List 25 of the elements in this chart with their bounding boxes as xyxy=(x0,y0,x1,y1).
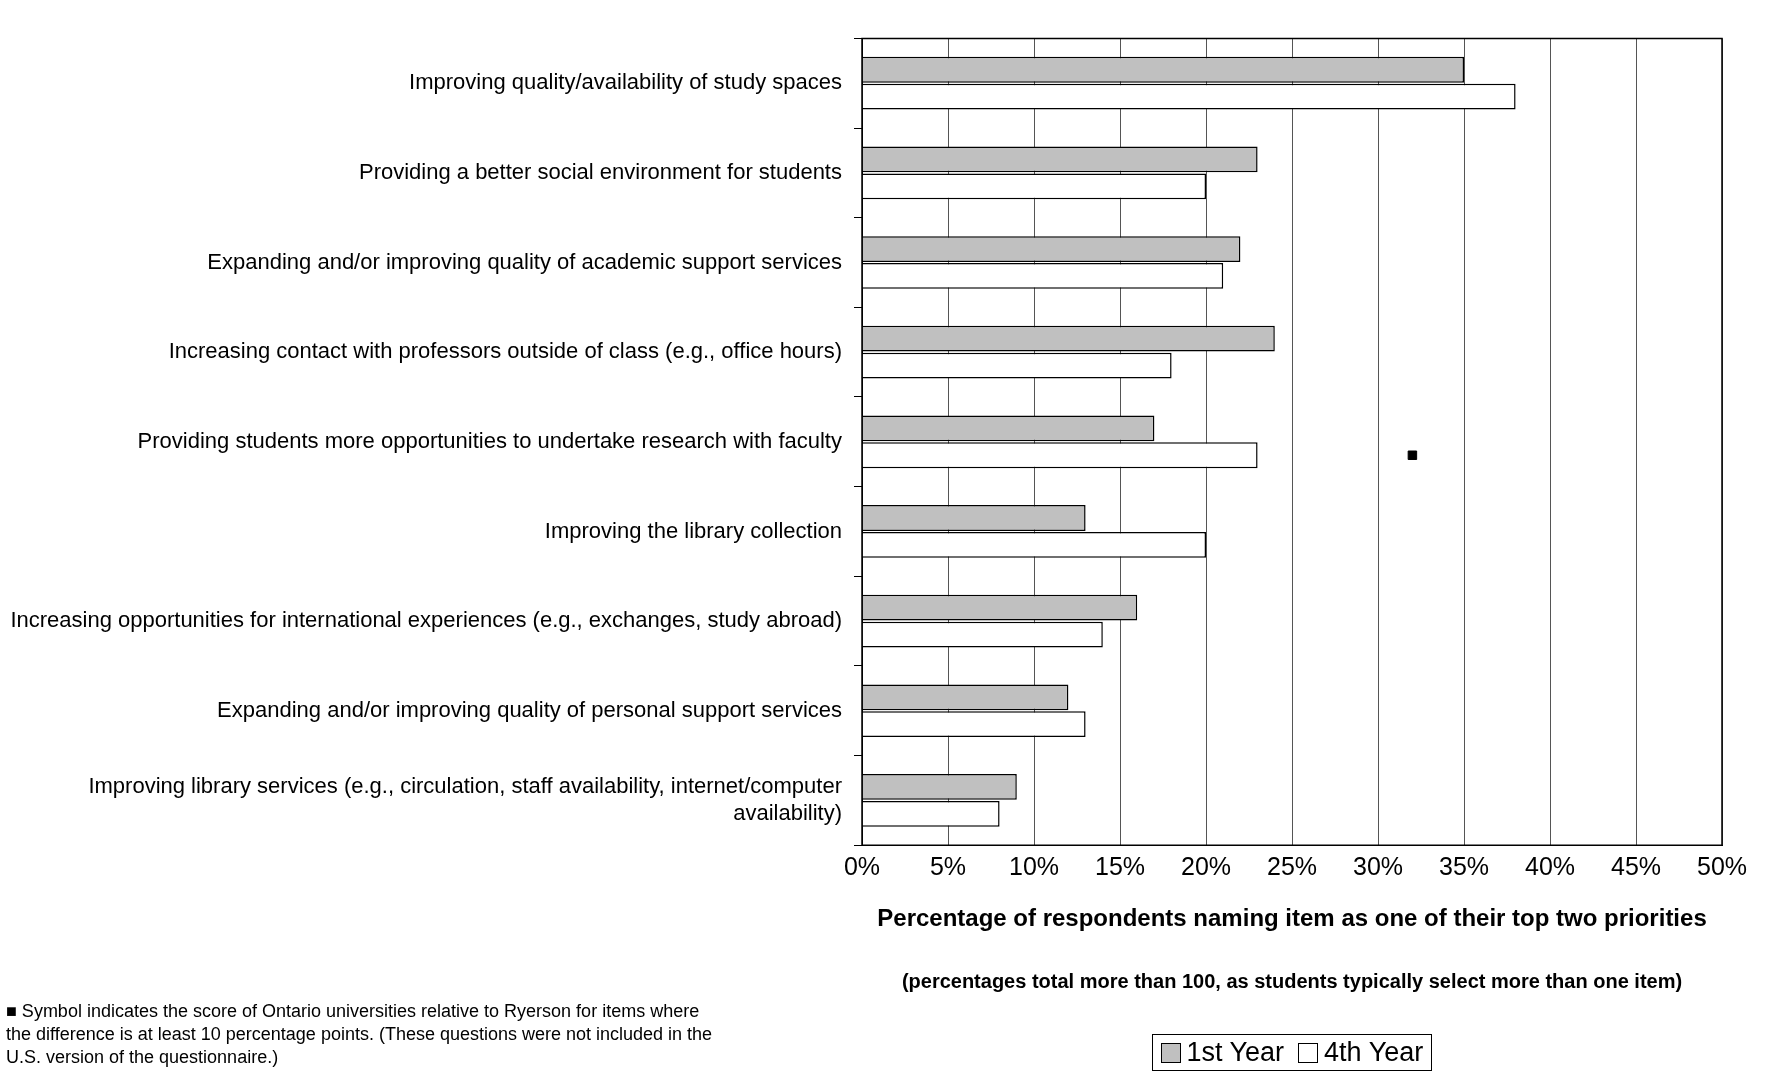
x-tick-label: 30% xyxy=(1352,852,1404,881)
y-tick-label: Providing a better social environment for students xyxy=(358,158,842,184)
x-tick-label: 50% xyxy=(1696,852,1748,881)
x-axis-title: Percentage of respondents naming item as one of their top two priorities xyxy=(877,904,1707,932)
x-tick-label: 10% xyxy=(1008,852,1060,881)
text: 4th Year xyxy=(1324,1037,1424,1068)
x-tick-label: 40% xyxy=(1524,852,1576,881)
text: (percentages total more than 100, as students typically select more than one item) xyxy=(900,970,1684,993)
y-tick-label: Providing students more opportunities to undertake research with faculty xyxy=(137,427,842,453)
x-tick-label: 15% xyxy=(1094,852,1146,881)
y-tick-label: Expanding and/or improving quality of academic support services xyxy=(207,248,842,274)
x-tick-label: 35% xyxy=(1438,852,1490,881)
x-tick-label: 5% xyxy=(929,852,967,881)
text: ■ Symbol indicates the score of Ontario universities relative to Ryerson for items where the difference is at least 10 percentage points. (These questions were not included in the U.S. version of the questionnaire.) xyxy=(6,1000,714,1069)
x-tick-label: 25% xyxy=(1266,852,1318,881)
x-tick-label: 45% xyxy=(1610,852,1662,881)
y-tick-label: Improving library services (e.g., circulation, staff availability, internet/computer availability) xyxy=(88,773,842,825)
y-tick-label: Improving the library collection xyxy=(544,517,842,543)
y-tick-label: Increasing opportunities for international experiences (e.g., exchanges, study abroad) xyxy=(10,607,842,633)
x-tick-label: 0% xyxy=(843,852,881,881)
legend-label: 1st Year xyxy=(1186,1037,1285,1068)
y-tick-label: Expanding and/or improving quality of personal support services xyxy=(217,696,842,722)
y-tick-label: Improving quality/availability of study spaces xyxy=(409,69,842,95)
x-tick-label: 20% xyxy=(1180,852,1232,881)
y-tick-label: Increasing contact with professors outside of class (e.g., office hours) xyxy=(168,338,842,364)
